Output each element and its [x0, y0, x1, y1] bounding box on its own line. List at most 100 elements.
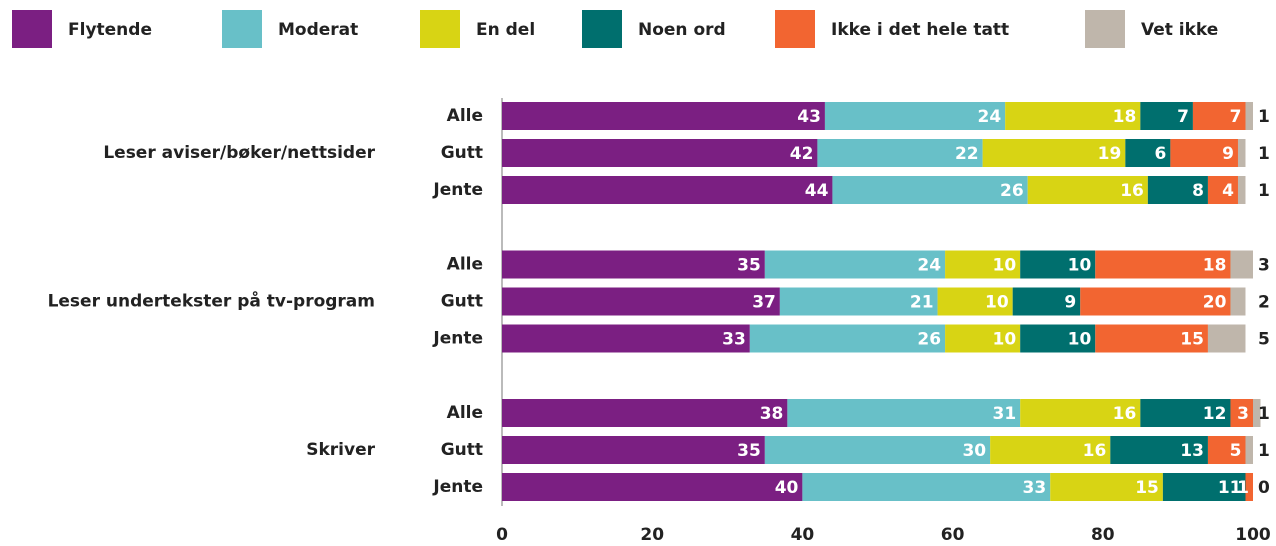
value-label: 0 [1258, 478, 1270, 498]
value-label: 26 [1000, 181, 1024, 201]
value-label: 31 [993, 404, 1017, 424]
bar-segment [1207, 436, 1246, 464]
legend-swatch [222, 10, 262, 48]
bar-segment [817, 139, 983, 167]
y-tick-label: Gutt [441, 440, 483, 460]
value-label: 26 [917, 330, 941, 350]
value-label: 42 [790, 144, 814, 164]
bar-segment [1005, 102, 1141, 130]
bar-segment [1095, 250, 1231, 279]
bar-segment [764, 250, 946, 279]
bar-segment [1020, 399, 1141, 427]
value-label: 44 [805, 181, 829, 201]
value-label: 33 [1023, 478, 1047, 498]
bar-segment [982, 139, 1126, 167]
bar-segment [1125, 139, 1171, 167]
bar-segment [779, 287, 938, 316]
bar-segment [502, 324, 750, 353]
group-label: Leser aviser/bøker/nettsider [103, 143, 375, 163]
value-label: 22 [955, 144, 979, 164]
legend-swatch [1085, 10, 1125, 48]
value-label: 10 [1068, 256, 1092, 276]
legend-swatch [775, 10, 815, 48]
y-tick-label: Alle [447, 106, 483, 126]
bar-segment [1245, 473, 1253, 501]
value-label: 40 [775, 478, 799, 498]
legend-label: Noen ord [638, 20, 726, 40]
value-label: 11 [1218, 478, 1242, 498]
x-tick-label: 40 [791, 525, 815, 545]
legend-label: En del [476, 20, 535, 40]
x-tick-label: 20 [640, 525, 664, 545]
value-label: 1 [1258, 107, 1270, 127]
value-label: 37 [752, 293, 776, 313]
y-tick-label: Jente [432, 180, 483, 200]
bar-segment [502, 102, 825, 130]
value-label: 24 [977, 107, 1001, 127]
value-label: 7 [1177, 107, 1189, 127]
bar-segment [1207, 176, 1238, 204]
value-label: 1 [1258, 441, 1270, 461]
value-label: 16 [1083, 441, 1107, 461]
bar-segment [1230, 399, 1253, 427]
value-label: 16 [1113, 404, 1137, 424]
bar-segment [1080, 287, 1231, 316]
value-label: 21 [910, 293, 934, 313]
bar-segment [1192, 102, 1246, 130]
bar-segment [1237, 176, 1246, 204]
bar-segment [764, 436, 991, 464]
bar-segment [1162, 473, 1246, 501]
bar-segment [749, 324, 946, 353]
bar-segment [1012, 287, 1081, 316]
value-label: 18 [1203, 256, 1227, 276]
value-label: 35 [737, 256, 761, 276]
bar-segment [502, 139, 818, 167]
bar-segment [1170, 139, 1238, 167]
value-label: 15 [1180, 330, 1204, 350]
legend-swatch [12, 10, 52, 48]
value-label: 5 [1258, 330, 1270, 350]
value-label: 8 [1192, 181, 1204, 201]
x-tick-label: 80 [1091, 525, 1115, 545]
legend-swatch [420, 10, 460, 48]
value-label: 5 [1230, 441, 1242, 461]
legend-label: Ikke i det hele tatt [831, 20, 1009, 40]
bar-segment [1253, 399, 1261, 427]
bar-segment [1140, 399, 1231, 427]
value-label: 10 [985, 293, 1009, 313]
value-label: 12 [1203, 404, 1227, 424]
y-tick-label: Jente [432, 477, 483, 497]
bar-segment [1207, 324, 1246, 353]
value-label: 38 [760, 404, 784, 424]
bar-segment [1140, 102, 1193, 130]
bar-segment [824, 102, 1006, 130]
value-label: 20 [1203, 293, 1227, 313]
legend-swatch [582, 10, 622, 48]
bar-segment [1110, 436, 1208, 464]
value-label: 10 [993, 330, 1017, 350]
bar-segment [1245, 102, 1253, 130]
x-tick-label: 0 [496, 525, 508, 545]
value-label: 1 [1258, 181, 1270, 201]
x-tick-label: 100 [1235, 525, 1271, 545]
bar-segment [787, 399, 1021, 427]
bar-segment [1237, 139, 1246, 167]
value-label: 43 [797, 107, 821, 127]
y-tick-label: Gutt [441, 292, 483, 312]
bar-segment [502, 176, 833, 204]
legend-label: Moderat [278, 20, 358, 40]
value-label: 19 [1098, 144, 1122, 164]
value-label: 9 [1064, 293, 1076, 313]
bar-segment [1245, 436, 1253, 464]
value-label: 10 [993, 256, 1017, 276]
value-label: 15 [1135, 478, 1159, 498]
bar-segment [945, 250, 1021, 279]
value-label: 6 [1155, 144, 1167, 164]
bar-segment [1095, 324, 1208, 353]
value-label: 24 [917, 256, 941, 276]
bar-segment [1050, 473, 1163, 501]
value-label: 3 [1237, 404, 1249, 424]
value-label: 1 [1258, 144, 1270, 164]
bar-segment [1020, 250, 1096, 279]
